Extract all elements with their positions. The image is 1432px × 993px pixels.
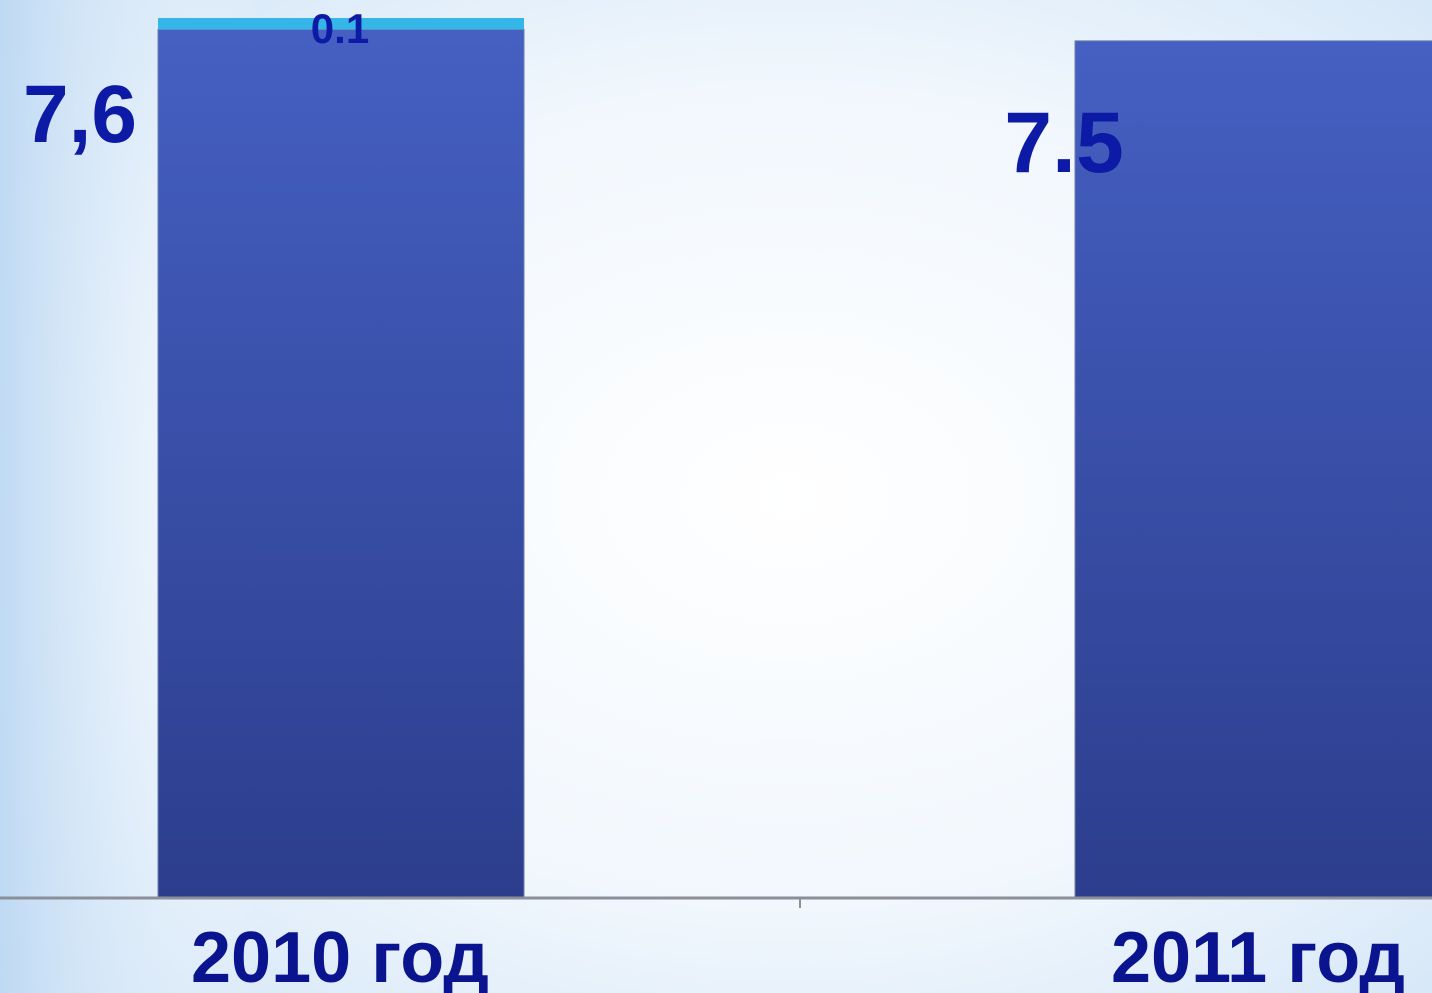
x-tick-label-1: 2010 год [191,918,489,993]
segment-value-label-1: 0.1 [311,5,369,52]
bar-segment-1 [158,18,524,30]
labels-group: 7,6 7.5 0.1 2010 год 2011 год [23,5,1405,993]
bar-main-2 [1074,40,1432,899]
x-tick-label-2: 2011 год [1111,918,1405,993]
bars-group [157,18,1432,899]
value-label-1: 7,6 [23,69,137,160]
bar-main-1 [157,28,525,899]
value-label-2: 7.5 [1004,95,1124,191]
